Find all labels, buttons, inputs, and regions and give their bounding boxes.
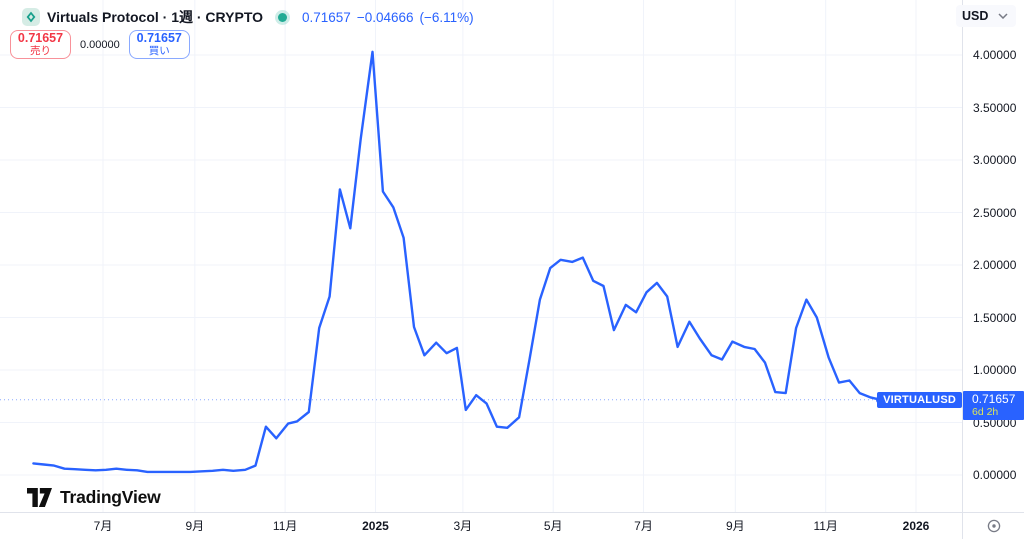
time-axis-label: 9月 (185, 519, 205, 533)
tradingview-mark-icon (27, 488, 52, 507)
symbol-header: Virtuals Protocol · 1週 · CRYPTO 0.71657 … (22, 6, 474, 28)
sell-button[interactable]: 0.71657 売り (10, 30, 71, 59)
price-axis-label: 3.50000 (973, 100, 1017, 115)
price-change-value: −0.04666 (356, 9, 414, 25)
price-axis-label: 2.50000 (973, 205, 1017, 220)
time-axis-label: 7月 (93, 519, 113, 533)
time-axis-label: 11月 (813, 519, 838, 533)
tradingview-wordmark: TradingView (60, 487, 161, 507)
market-status-dot[interactable] (278, 12, 288, 22)
time-axis-label: 2025 (362, 519, 389, 533)
spread-value: 0.00000 (80, 38, 120, 51)
price-axis[interactable]: 0.00000 0.50000 1.00000 1.50000 2.00000 2.500… (962, 0, 1024, 512)
price-axis-label: 1.00000 (973, 363, 1017, 377)
symbol-flag-text: VIRTUALUSD (883, 393, 956, 406)
price-axis-label: 3.00000 (973, 153, 1017, 167)
time-axis-label: 2026 (902, 519, 930, 533)
time-axis[interactable]: 7月 9月 11月 2025 3月 5月 7月 9月 11月 2026 (0, 512, 962, 539)
bar-countdown: 6d 2h (972, 406, 999, 419)
sell-label: 売り (30, 44, 51, 57)
time-axis-label: 5月 (543, 519, 563, 533)
buy-label: 買い (148, 44, 170, 57)
symbol-price-flag: VIRTUALUSD (877, 391, 962, 408)
price-axis-label: 1.50000 (973, 310, 1017, 325)
trade-buttons: 0.71657 売り 0.00000 0.71657 買い (10, 30, 190, 59)
sell-price: 0.71657 (17, 31, 64, 46)
price-line-series (32, 50, 882, 474)
quote-values: 0.71657 −0.04666 (−6.11%) (302, 10, 474, 25)
symbol-title[interactable]: Virtuals Protocol · 1週 · CRYPTO (47, 9, 264, 25)
time-axis-label: 3月 (453, 519, 473, 533)
time-axis-label: 9月 (726, 519, 745, 533)
time-axis-label: 11月 (272, 519, 298, 533)
virtuals-protocol-logo-icon (22, 8, 40, 26)
time-axis-label: 7月 (634, 519, 653, 533)
current-price-value: 0.71657 (972, 392, 1016, 407)
settings-icon[interactable] (986, 518, 1002, 534)
last-price-value: 0.71657 (302, 9, 351, 25)
price-axis-label: 0.00000 (973, 468, 1017, 482)
current-price-label: 0.71657 6d 2h (963, 391, 1024, 421)
price-chart[interactable] (0, 0, 962, 512)
price-axis-label: 2.00000 (973, 258, 1017, 272)
price-axis-label: 4.00000 (973, 48, 1017, 62)
currency-selector[interactable]: USD (956, 5, 1016, 27)
currency-label: USD (962, 9, 989, 23)
buy-button[interactable]: 0.71657 買い (128, 30, 190, 59)
axis-corner (962, 512, 1024, 539)
buy-price: 0.71657 (136, 31, 182, 46)
chevron-down-icon (998, 13, 1008, 19)
price-change-percent: (−6.11%) (419, 9, 474, 25)
tradingview-logo[interactable]: TradingView (27, 487, 161, 508)
